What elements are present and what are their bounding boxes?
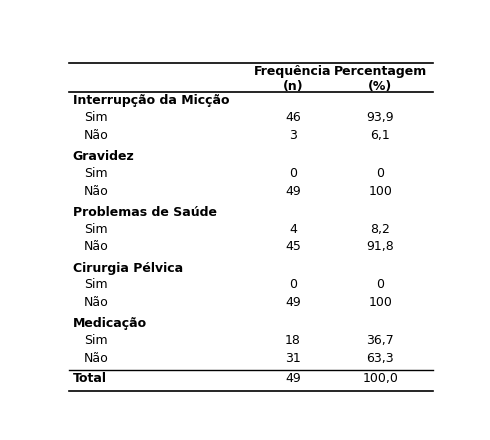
Text: Sim: Sim — [84, 111, 108, 124]
Text: Não: Não — [84, 352, 109, 365]
Text: 3: 3 — [289, 128, 297, 142]
Text: Não: Não — [84, 185, 109, 198]
Text: 4: 4 — [289, 223, 297, 235]
Text: 49: 49 — [285, 297, 301, 309]
Text: Problemas de Saúde: Problemas de Saúde — [73, 205, 217, 219]
Text: 49: 49 — [285, 185, 301, 198]
Text: Não: Não — [84, 241, 109, 253]
Text: Medicação: Medicação — [73, 317, 147, 330]
Text: 93,9: 93,9 — [367, 111, 394, 124]
Text: Gravidez: Gravidez — [73, 150, 134, 163]
Text: 45: 45 — [285, 241, 301, 253]
Text: Interrupção da Micção: Interrupção da Micção — [73, 94, 229, 107]
Text: 46: 46 — [285, 111, 301, 124]
Text: 0: 0 — [289, 167, 297, 180]
Text: 100: 100 — [368, 297, 392, 309]
Text: 0: 0 — [376, 167, 384, 180]
Text: Total: Total — [73, 372, 107, 385]
Text: Cirurgia Pélvica: Cirurgia Pélvica — [73, 261, 183, 275]
Text: 49: 49 — [285, 372, 301, 385]
Text: Sim: Sim — [84, 334, 108, 347]
Text: 18: 18 — [285, 334, 301, 347]
Text: 91,8: 91,8 — [367, 241, 394, 253]
Text: Sim: Sim — [84, 279, 108, 291]
Text: 36,7: 36,7 — [367, 334, 394, 347]
Text: 6,1: 6,1 — [370, 128, 390, 142]
Text: 0: 0 — [376, 279, 384, 291]
Text: Sim: Sim — [84, 223, 108, 235]
Text: Frequência
(n): Frequência (n) — [254, 65, 332, 93]
Text: Não: Não — [84, 128, 109, 142]
Text: 31: 31 — [285, 352, 301, 365]
Text: 63,3: 63,3 — [367, 352, 394, 365]
Text: 100: 100 — [368, 185, 392, 198]
Text: 8,2: 8,2 — [370, 223, 390, 235]
Text: 100,0: 100,0 — [362, 372, 398, 385]
Text: Percentagem
(%): Percentagem (%) — [334, 65, 427, 93]
Text: Não: Não — [84, 297, 109, 309]
Text: Sim: Sim — [84, 167, 108, 180]
Text: 0: 0 — [289, 279, 297, 291]
